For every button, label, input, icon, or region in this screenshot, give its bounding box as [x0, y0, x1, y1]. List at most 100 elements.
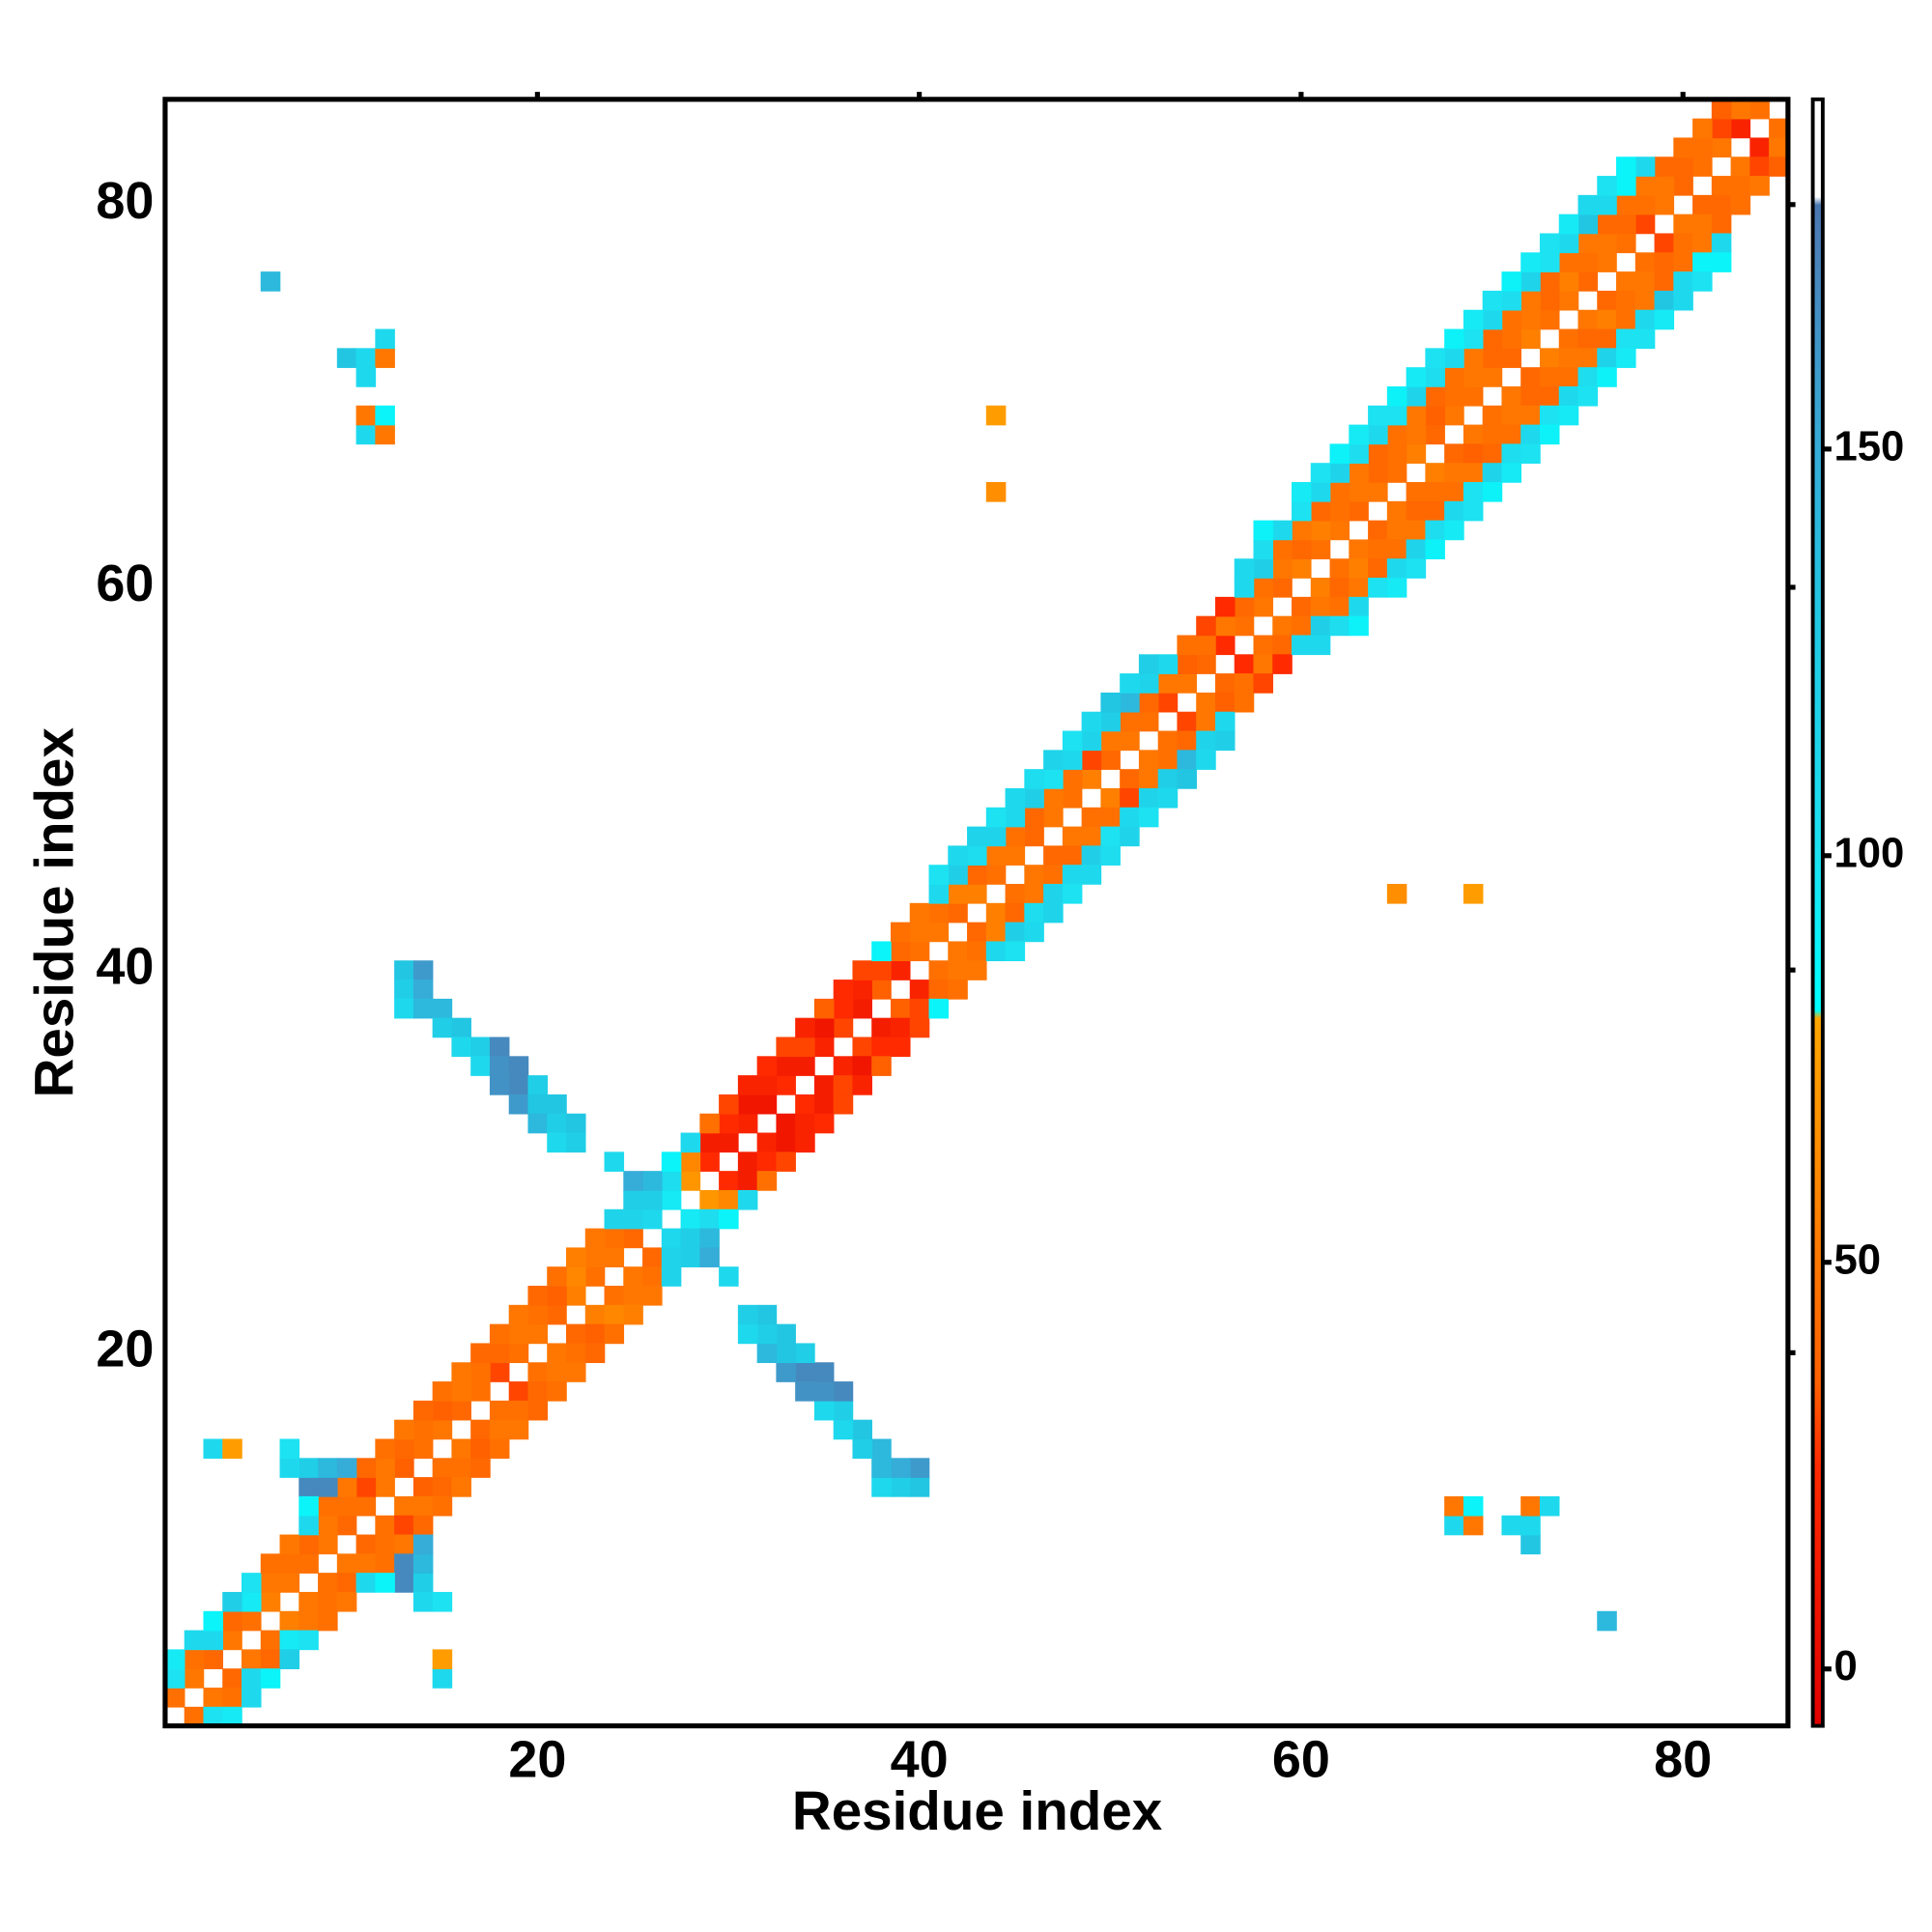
cell [833, 1381, 854, 1402]
cell [1081, 711, 1102, 732]
cell [813, 1017, 835, 1038]
cell [833, 1056, 854, 1076]
cell [1329, 520, 1350, 541]
cell [623, 1286, 643, 1306]
cell [1444, 463, 1464, 483]
cell [279, 1553, 300, 1574]
cell [355, 405, 377, 426]
cell [432, 1458, 453, 1478]
cell [1463, 443, 1484, 464]
cell [1062, 826, 1083, 847]
cell [547, 1094, 567, 1115]
cell [1577, 328, 1599, 350]
cell [184, 1706, 205, 1727]
cell [928, 960, 950, 980]
cell [948, 884, 968, 904]
cell [432, 998, 453, 1019]
cell [318, 1477, 338, 1497]
cell [527, 1323, 549, 1345]
cell [203, 1649, 224, 1669]
colorbar-tick-label: 100 [1833, 829, 1904, 876]
cell [795, 1037, 815, 1058]
cell [985, 922, 1007, 943]
cell [1100, 787, 1121, 809]
cell [852, 1037, 872, 1058]
cell [1501, 405, 1521, 426]
cell [1654, 252, 1675, 272]
cell [1425, 424, 1445, 445]
cell [565, 1286, 586, 1306]
cell [1292, 635, 1312, 656]
cell [432, 1477, 453, 1497]
cell [222, 1438, 242, 1460]
cell [680, 1132, 701, 1153]
cell [470, 1419, 491, 1440]
cell [222, 1610, 242, 1632]
cell [719, 1132, 739, 1153]
cell [948, 980, 968, 1000]
cell [1597, 367, 1617, 387]
cell [1234, 596, 1255, 617]
cell [1597, 309, 1617, 330]
cell [1234, 578, 1255, 598]
cell [1138, 787, 1159, 809]
cell [661, 1189, 682, 1210]
cell [527, 1362, 549, 1382]
cell [1558, 385, 1579, 407]
cell [242, 1573, 262, 1593]
cell [813, 1037, 835, 1058]
cell [737, 1075, 758, 1095]
cell [852, 1075, 872, 1095]
cell [967, 884, 987, 904]
cell [508, 1381, 529, 1402]
cell [1425, 482, 1445, 502]
cell [813, 1381, 835, 1402]
cell [1444, 1495, 1464, 1517]
cell [699, 1132, 720, 1153]
cell [1329, 596, 1350, 617]
cell [985, 865, 1007, 885]
x-tick-label: 20 [508, 1730, 566, 1788]
cell [795, 1132, 815, 1153]
cell [852, 1419, 872, 1440]
cell [985, 807, 1007, 828]
cell [737, 1151, 758, 1172]
cell [298, 1591, 319, 1612]
cell [1654, 176, 1675, 196]
cell [1749, 137, 1770, 158]
cell [1444, 443, 1464, 464]
cell [1539, 385, 1560, 407]
cell [547, 1362, 567, 1382]
cells [164, 99, 1789, 1727]
cell [1692, 118, 1713, 139]
cell [451, 1458, 471, 1478]
cell [1463, 1495, 1484, 1517]
cell [260, 1573, 281, 1593]
cell [1292, 596, 1312, 617]
cell [737, 1094, 758, 1115]
cell [355, 424, 377, 445]
cell [756, 1304, 778, 1325]
cell [928, 865, 950, 885]
cell [375, 1458, 395, 1478]
cell [1692, 194, 1713, 215]
cell [1329, 500, 1350, 522]
cell [1157, 673, 1179, 694]
cell [1253, 635, 1274, 656]
cell [642, 1286, 663, 1306]
cell [1406, 539, 1427, 560]
cell [1482, 424, 1503, 445]
cell [184, 1668, 205, 1689]
cell [1520, 290, 1541, 311]
cell [776, 1362, 796, 1382]
cell [967, 941, 987, 962]
cell [1577, 252, 1599, 272]
cell [1177, 750, 1197, 770]
cell [1386, 385, 1407, 407]
cell [1386, 520, 1407, 541]
cell [1043, 750, 1064, 770]
cell [985, 826, 1007, 847]
cell [1253, 539, 1274, 560]
cell [1062, 769, 1083, 789]
cell [756, 1343, 778, 1364]
